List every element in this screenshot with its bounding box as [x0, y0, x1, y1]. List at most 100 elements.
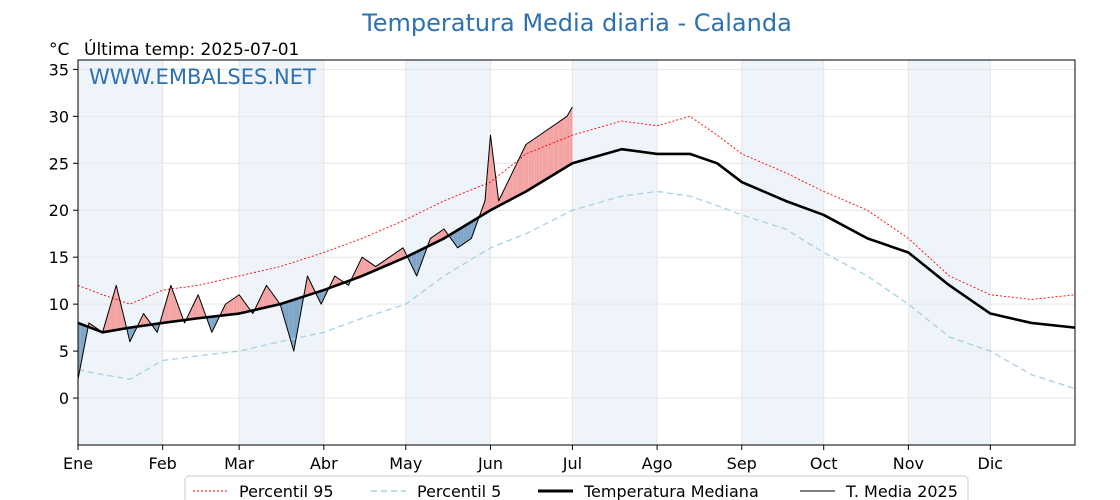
- x-tick-label: May: [389, 454, 422, 473]
- warm-anomaly-fill: [509, 172, 513, 201]
- warm-anomaly-fill: [392, 253, 395, 264]
- warm-anomaly-fill: [263, 285, 267, 308]
- series-lines: [77, 106, 1076, 390]
- cool-anomaly-fill: [154, 323, 158, 333]
- warm-anomaly-fill: [266, 285, 270, 308]
- x-axis: Ene Feb Mar Abr May Jun Jul Ago Sep Oct Nov Dic: [63, 445, 1003, 473]
- warm-anomaly-fill: [397, 249, 401, 261]
- warm-anomaly-fill: [438, 230, 442, 242]
- warm-anomaly-fill: [334, 275, 338, 287]
- warm-anomaly-fill: [332, 275, 335, 288]
- legend-label-current: T. Media 2025: [845, 482, 958, 500]
- y-tick-label: 15: [49, 248, 69, 267]
- warm-anomaly-fill: [173, 292, 177, 322]
- chart-title: Temperatura Media diaria - Calanda: [361, 9, 792, 37]
- y-axis: 35 30 25 20 15 10 5 0: [49, 60, 78, 408]
- warm-anomaly-fill: [146, 317, 150, 326]
- warm-anomaly-fill: [118, 296, 122, 330]
- warm-anomaly-fill: [233, 296, 237, 315]
- x-tick-label: Mar: [224, 454, 255, 473]
- warm-anomaly-fill: [566, 111, 570, 167]
- x-tick-label: Oct: [810, 454, 838, 473]
- x-tick-label: Nov: [893, 454, 924, 473]
- month-shade-band: [572, 60, 658, 445]
- warm-anomaly-fill: [236, 294, 240, 314]
- warm-anomaly-fill: [269, 289, 272, 307]
- month-shading: [78, 60, 991, 445]
- cool-anomaly-fill: [454, 230, 458, 248]
- plot-frame: [77, 59, 1076, 446]
- x-tick-label: Sep: [727, 454, 757, 473]
- warm-anomaly-fill: [189, 306, 193, 320]
- warm-anomaly-fill: [105, 313, 109, 332]
- y-tick-label: 0: [59, 389, 69, 408]
- x-tick-label: Jun: [477, 454, 503, 473]
- x-tick-label: Feb: [149, 454, 177, 473]
- y-tick-label: 25: [49, 154, 69, 173]
- warm-anomaly-fill: [534, 137, 537, 187]
- month-shade-band: [741, 60, 824, 445]
- unit-label: °C: [49, 40, 69, 60]
- warm-anomaly-fill: [523, 144, 526, 193]
- warm-anomaly-fill: [356, 262, 360, 278]
- warm-anomaly-fill: [487, 135, 491, 212]
- warm-anomaly-fill: [170, 285, 174, 322]
- warm-anomaly-fill: [140, 313, 144, 327]
- cool-anomaly-fill: [211, 316, 215, 333]
- warm-anomaly-fill: [569, 106, 573, 165]
- warm-anomaly-fill: [539, 133, 543, 184]
- warm-anomaly-fill: [553, 123, 557, 175]
- warm-anomaly-fill: [517, 155, 521, 196]
- cool-anomaly-fill: [78, 322, 81, 380]
- x-tick-label: Ene: [63, 454, 93, 473]
- warm-anomaly-fill: [195, 294, 199, 319]
- warm-anomaly-fill: [274, 296, 278, 306]
- warm-anomaly-fill: [162, 304, 166, 323]
- warm-anomaly-fill: [556, 121, 559, 174]
- warm-anomaly-fill: [400, 247, 404, 260]
- series-line-0: [77, 115, 1076, 305]
- cool-anomaly-fill: [463, 225, 466, 245]
- month-shade-band: [239, 60, 324, 445]
- warm-anomaly-fill: [493, 157, 496, 209]
- legend-label-p5: Percentil 5: [417, 482, 501, 500]
- cool-anomaly-fill: [282, 302, 286, 323]
- warm-anomaly-fill: [222, 304, 226, 316]
- warm-anomaly-fill: [367, 260, 371, 274]
- cool-anomaly-fill: [468, 221, 472, 241]
- warm-anomaly-fill: [176, 300, 180, 322]
- y-tick-label: 30: [49, 107, 69, 126]
- cool-anomaly-fill: [413, 251, 417, 276]
- warm-anomaly-fill: [542, 131, 546, 182]
- warm-anomaly-fill: [258, 296, 262, 310]
- last-temp-label: Última temp: 2025-07-01: [84, 38, 299, 60]
- warm-anomaly-fill: [121, 307, 125, 330]
- cool-anomaly-fill: [419, 249, 423, 269]
- series-line-1: [77, 190, 1076, 390]
- x-tick-label: Jul: [562, 454, 582, 473]
- cool-anomaly-fill: [296, 297, 300, 337]
- legend-box: [184, 475, 969, 500]
- legend-label-p95: Percentil 95: [239, 482, 334, 500]
- warm-anomaly-fill: [525, 142, 529, 192]
- warm-anomaly-fill: [110, 294, 114, 331]
- warm-anomaly-fill: [558, 120, 562, 172]
- cool-anomaly-fill: [301, 291, 305, 307]
- x-tick-label: Abr: [310, 454, 338, 473]
- cool-anomaly-fill: [457, 228, 461, 248]
- y-tick-label: 20: [49, 201, 69, 220]
- series-line-3: [77, 106, 573, 380]
- watermark: WWW.EMBALSES.NET: [89, 65, 316, 89]
- warm-anomaly-fill: [501, 189, 505, 205]
- warm-anomaly-fill: [536, 135, 540, 185]
- cool-anomaly-fill: [214, 316, 218, 327]
- legend: Percentil 95 Percentil 5 Temperatura Med…: [184, 475, 969, 500]
- legend-label-median: Temperatura Mediana: [583, 482, 759, 500]
- warm-anomaly-fill: [200, 302, 204, 318]
- cool-anomaly-fill: [321, 290, 324, 305]
- cool-anomaly-fill: [465, 223, 469, 243]
- cool-anomaly-fill: [129, 327, 133, 342]
- warm-anomaly-fill: [244, 302, 248, 313]
- warm-anomaly-fill: [506, 178, 510, 202]
